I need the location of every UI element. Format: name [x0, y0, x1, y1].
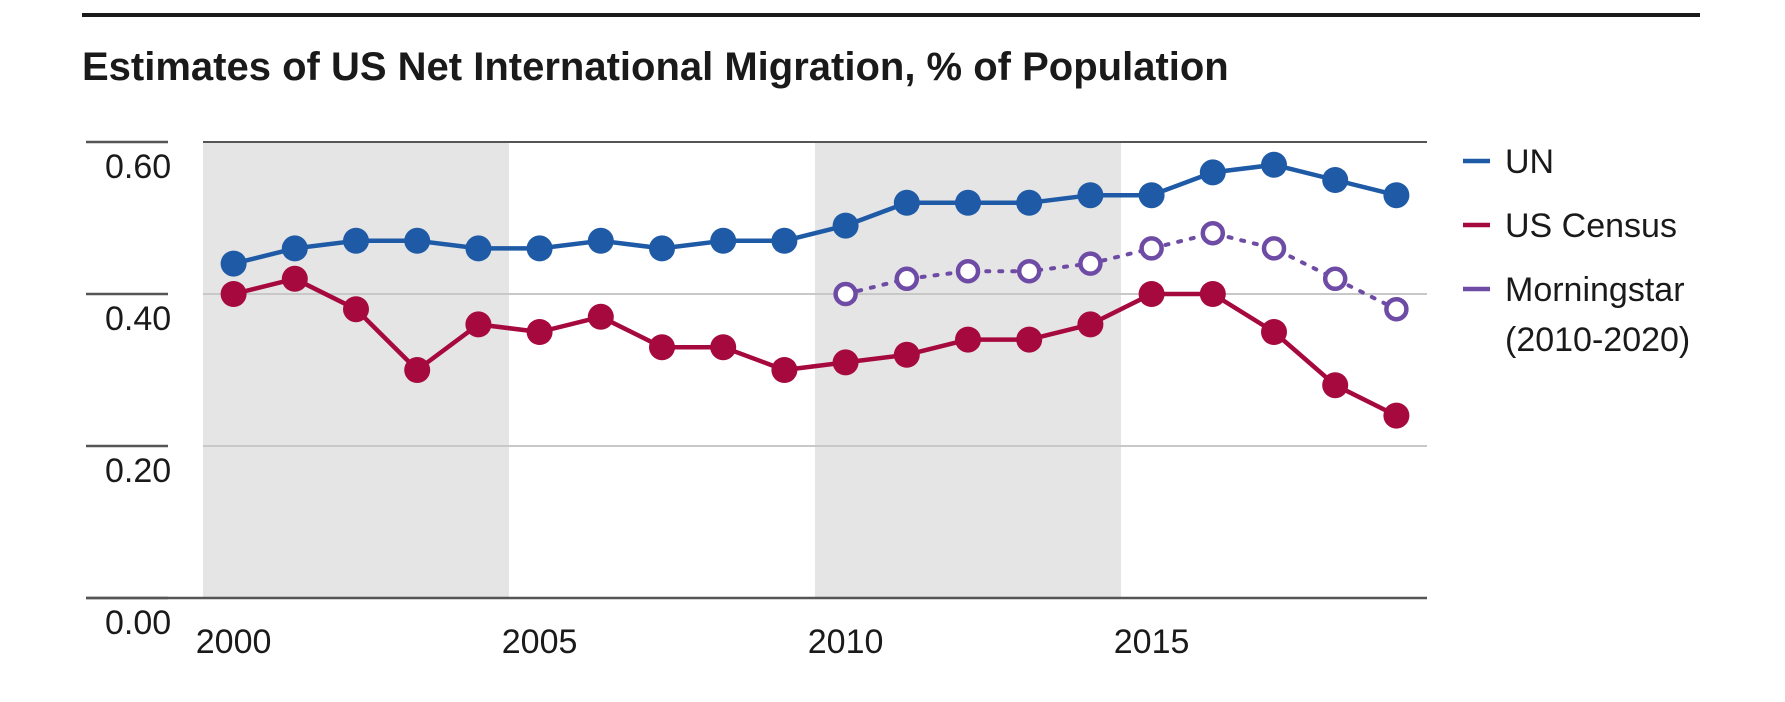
data-point	[1016, 189, 1043, 216]
data-point	[404, 357, 431, 383]
data-point	[955, 258, 981, 284]
data-point	[955, 326, 981, 353]
data-point	[1322, 266, 1348, 292]
data-point	[1261, 151, 1287, 178]
data-point	[1261, 319, 1287, 345]
data-point	[893, 189, 920, 216]
data-point	[771, 357, 798, 383]
y-tick-label: 0.40	[105, 300, 171, 338]
legend-label-line: US Census	[1505, 207, 1677, 245]
data-point	[220, 250, 247, 277]
x-tick-label: 2000	[196, 623, 272, 661]
data-point	[1199, 159, 1226, 186]
data-point	[1199, 281, 1226, 307]
legend-label: US Census	[1505, 207, 1677, 245]
data-point	[1261, 236, 1287, 261]
data-point	[465, 311, 492, 338]
data-point	[526, 319, 553, 345]
series-2	[833, 220, 1409, 322]
y-tick-label: 0.20	[105, 452, 171, 490]
legend: UN US Census Morningstar (2010-2020)	[1463, 143, 1690, 359]
data-point	[832, 349, 859, 376]
data-point	[1383, 182, 1410, 209]
data-point	[1077, 311, 1104, 338]
y-tick-label: 0.60	[105, 148, 171, 186]
series-layer	[220, 151, 1410, 429]
data-point	[955, 189, 981, 216]
data-point	[587, 227, 614, 254]
x-tick-label: 2010	[808, 623, 884, 661]
data-point	[1322, 167, 1349, 193]
data-point	[1016, 326, 1043, 353]
data-point	[833, 281, 858, 307]
data-point	[1138, 182, 1165, 209]
y-tick-label: 0.00	[105, 604, 171, 642]
legend-label: Morningstar (2010-2020)	[1505, 271, 1690, 359]
series-line	[843, 231, 1399, 312]
legend-label-line: Morningstar	[1505, 271, 1685, 309]
legend-label: UN	[1505, 143, 1554, 181]
data-point	[649, 334, 675, 361]
data-point	[893, 341, 920, 368]
data-point	[343, 227, 369, 254]
data-point	[1200, 220, 1226, 246]
data-point	[220, 281, 247, 307]
data-point	[1078, 251, 1103, 276]
data-point	[894, 266, 920, 292]
data-point	[1138, 281, 1165, 307]
data-point	[710, 334, 737, 361]
axes: 0.00 0.20 0.40 0.60 2000 2005 2010 2015	[86, 140, 1427, 661]
legend-label-line: UN	[1505, 143, 1554, 181]
data-point	[649, 235, 675, 262]
legend-label-line: (2010-2020)	[1505, 321, 1690, 359]
data-point	[526, 235, 553, 262]
data-point	[1139, 236, 1164, 261]
shaded-periods	[203, 142, 1121, 598]
data-point	[343, 296, 369, 323]
data-point	[710, 227, 737, 254]
series-1	[220, 265, 1410, 429]
data-point	[832, 212, 859, 239]
chart-title: Estimates of US Net International Migrat…	[82, 45, 1229, 89]
data-point	[281, 265, 308, 292]
data-point	[771, 227, 798, 254]
data-point	[1384, 296, 1409, 322]
x-tick-label: 2015	[1114, 623, 1190, 661]
data-point	[281, 235, 308, 262]
data-point	[1383, 402, 1410, 429]
data-point	[587, 303, 614, 330]
data-point	[1077, 182, 1104, 209]
x-tick-label: 2005	[502, 623, 578, 661]
data-point	[465, 235, 492, 262]
data-point	[1322, 372, 1349, 399]
series-0	[220, 151, 1410, 277]
data-point	[1016, 258, 1042, 284]
data-point	[404, 227, 431, 254]
shaded-period-0	[203, 142, 509, 598]
